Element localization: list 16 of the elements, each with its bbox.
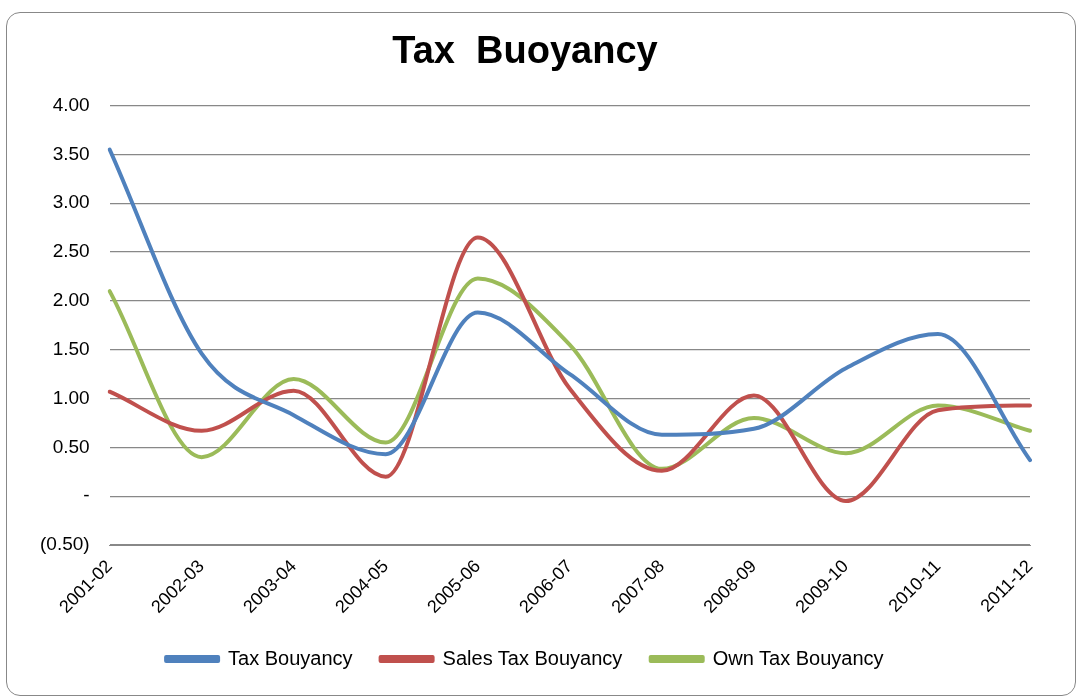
legend-label: Sales Tax Bouyancy — [442, 646, 623, 669]
y-tick-label: 1.50 — [52, 337, 90, 359]
y-tick-label: 3.00 — [52, 191, 90, 213]
y-tick-label: 0.50 — [52, 435, 90, 457]
chart-title: Tax Buoyancy — [392, 29, 658, 72]
legend-label: Tax Bouyancy — [228, 646, 353, 669]
line-series — [107, 147, 1032, 463]
y-tick-label: (0.50) — [39, 533, 90, 555]
y-tick-label: 2.50 — [52, 240, 90, 262]
y-tick-label: 3.50 — [52, 142, 90, 164]
y-tick-label: - — [83, 484, 90, 506]
y-tick-label: 2.00 — [52, 289, 90, 311]
line-series — [107, 235, 1032, 504]
legend-label: Own Tax Bouyancy — [712, 646, 884, 669]
y-tick-label: 4.00 — [52, 93, 90, 115]
y-tick-label: 1.00 — [52, 386, 90, 408]
